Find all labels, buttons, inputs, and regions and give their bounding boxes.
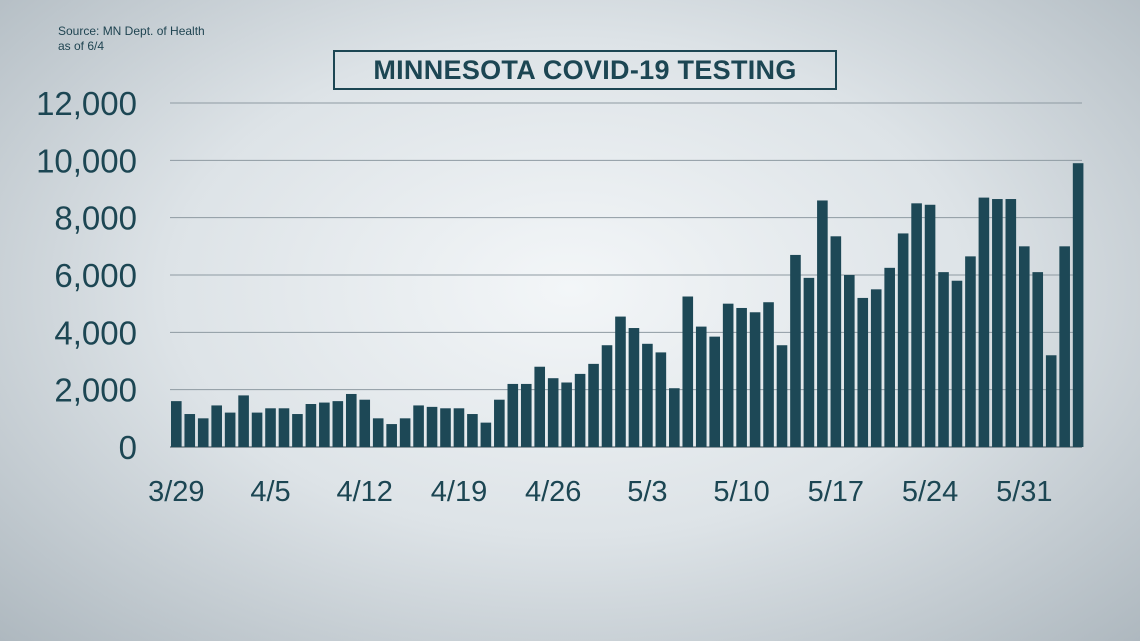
bar (1072, 163, 1084, 447)
x-tick-label: 5/10 (713, 476, 769, 508)
bar (171, 401, 182, 447)
y-tick-label: 8,000 (54, 200, 137, 237)
bar (628, 328, 640, 447)
bar (319, 402, 330, 447)
bar (642, 343, 653, 447)
bar (897, 233, 909, 447)
source-line-2: as of 6/4 (58, 39, 105, 53)
y-tick-label: 12,000 (36, 85, 137, 122)
bar (736, 307, 747, 447)
bar (803, 277, 815, 447)
bar (494, 399, 505, 447)
bar (292, 414, 303, 447)
bar (1032, 272, 1044, 447)
bar (924, 204, 936, 447)
x-tick-label: 4/19 (431, 476, 487, 508)
bar (251, 412, 263, 447)
bar (911, 203, 922, 447)
bar (426, 406, 438, 447)
bar (749, 312, 761, 447)
bar (453, 408, 465, 447)
bar (1018, 246, 1030, 447)
x-tick-label: 4/26 (525, 476, 581, 508)
bar (440, 408, 451, 447)
bar (938, 272, 949, 447)
bar (870, 289, 882, 447)
bar (305, 404, 317, 447)
bar (467, 414, 478, 447)
bar (776, 345, 788, 447)
x-tick-label: 5/24 (902, 476, 958, 508)
bar (507, 383, 519, 447)
bar (978, 197, 990, 447)
bar (857, 297, 869, 447)
bar (615, 316, 626, 447)
bar (372, 418, 384, 447)
bar (992, 199, 1003, 447)
bar (278, 408, 290, 447)
y-axis-ticks: 0 2,000 4,000 6,000 8,000 10,000 12,000 (36, 85, 137, 466)
x-axis-ticks: 3/29 4/5 4/12 4/19 4/26 5/3 5/10 5/17 5/24 5/31 (148, 476, 1052, 508)
bar (763, 302, 774, 447)
bar (547, 378, 559, 447)
bar (520, 383, 532, 447)
x-tick-label: 4/12 (336, 476, 392, 508)
x-tick-label: 5/17 (808, 476, 864, 508)
y-tick-label: 10,000 (36, 142, 137, 179)
bar (709, 336, 720, 447)
bar (655, 352, 667, 447)
bar (345, 393, 357, 447)
bar (534, 366, 546, 447)
bar (884, 267, 895, 447)
bar (332, 401, 344, 447)
bar (669, 388, 680, 447)
bar (413, 405, 424, 447)
bar (601, 345, 613, 447)
source-note: Source: MN Dept. of Health as of 6/4 (58, 24, 318, 54)
x-tick-label: 4/5 (250, 476, 290, 508)
bar (844, 275, 855, 447)
chart-title: MINNESOTA COVID-19 TESTING (333, 50, 837, 90)
bar (238, 395, 249, 447)
bar (1045, 355, 1057, 447)
y-tick-label: 0 (119, 429, 137, 466)
bar (695, 326, 707, 447)
bar (965, 256, 976, 447)
bar (211, 405, 222, 447)
x-tick-label: 5/31 (996, 476, 1052, 508)
bar (1059, 246, 1070, 447)
bar (399, 418, 411, 447)
bar (197, 418, 209, 447)
bar (951, 280, 963, 447)
bar (722, 303, 734, 447)
bar (184, 414, 196, 447)
y-tick-label: 2,000 (54, 372, 137, 409)
source-line-1: Source: MN Dept. of Health (58, 24, 205, 38)
bar (682, 296, 694, 447)
y-tick-label: 4,000 (54, 314, 137, 351)
bar (386, 424, 397, 447)
bar (830, 236, 842, 447)
x-tick-label: 5/3 (627, 476, 667, 508)
bar (790, 254, 801, 447)
y-tick-label: 6,000 (54, 257, 137, 294)
bar (561, 382, 572, 447)
bar (1005, 199, 1017, 447)
bar (359, 399, 371, 447)
bars (171, 163, 1084, 447)
bar (817, 200, 828, 447)
bar (588, 363, 599, 447)
bar (574, 373, 586, 447)
bar (480, 422, 492, 447)
x-tick-label: 3/29 (148, 476, 204, 508)
bar (224, 412, 236, 447)
bar (265, 408, 276, 447)
